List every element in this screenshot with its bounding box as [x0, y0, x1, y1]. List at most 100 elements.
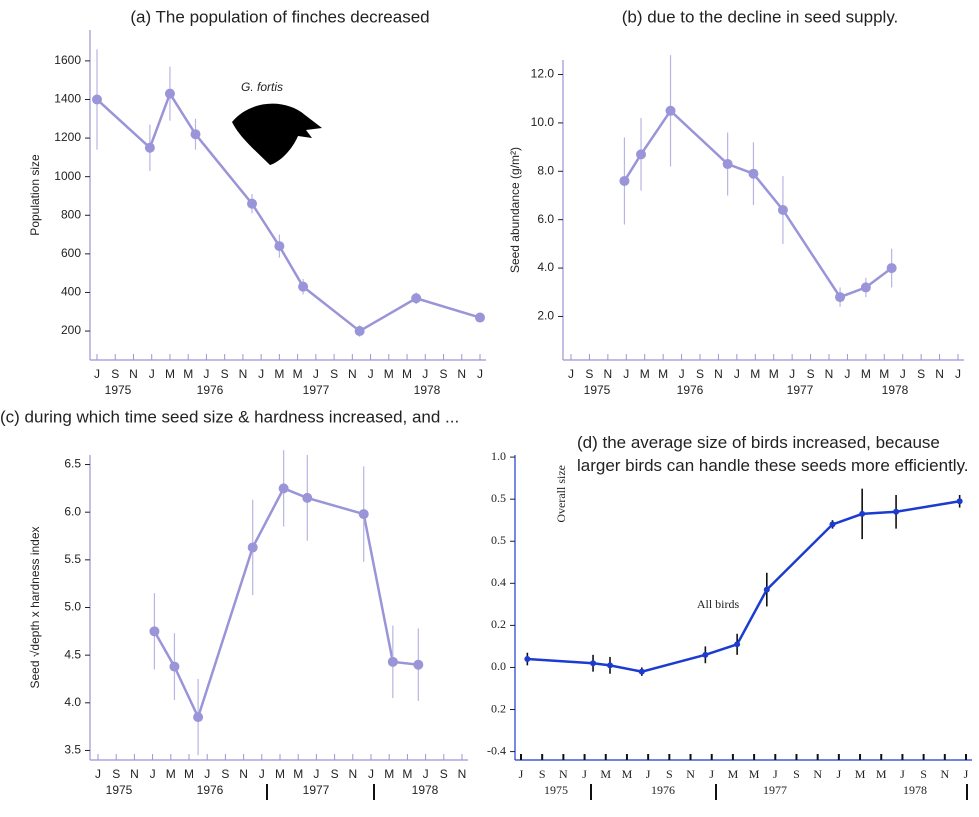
x-tick-label: J — [964, 767, 969, 781]
x-tick-label: J — [258, 367, 264, 381]
bird-icon — [232, 103, 322, 165]
x-tick-label: M — [402, 767, 412, 781]
y-tick-label: 1400 — [54, 92, 81, 106]
point — [835, 292, 846, 303]
point — [777, 205, 788, 215]
y-tick-label: 4.0 — [64, 695, 81, 709]
y-tick-label: 10.0 — [531, 115, 555, 129]
x-tick-label: J — [423, 767, 429, 781]
data-line — [527, 500, 960, 673]
y-tick-label: 1.0 — [491, 449, 506, 463]
x-tick-label: M — [293, 367, 303, 381]
y-tick-label: 1600 — [54, 53, 81, 67]
x-tick-label: J — [568, 367, 574, 381]
x-tick-label: N — [686, 767, 695, 781]
point — [298, 281, 309, 292]
x-tick-label: S — [440, 367, 448, 381]
x-tick-label: S — [807, 367, 815, 381]
point — [893, 508, 900, 515]
annotation: G. fortis — [241, 80, 283, 94]
year-label: 1978 — [903, 783, 927, 797]
year-label: 1975 — [106, 783, 133, 797]
x-tick-label: S — [330, 367, 338, 381]
year-label: 1977 — [303, 783, 330, 797]
x-tick-label: S — [331, 767, 339, 781]
point — [149, 626, 160, 637]
x-tick-label: M — [769, 367, 779, 381]
x-tick-label: M — [861, 367, 871, 381]
x-tick-label: J — [313, 767, 319, 781]
x-tick-label: M — [184, 767, 194, 781]
chart-title: (a) The population of finches decreased — [130, 7, 429, 26]
x-tick-label: J — [204, 767, 210, 781]
x-tick-label: J — [313, 367, 319, 381]
y-tick-label: 0.5 — [491, 533, 506, 547]
point — [722, 159, 733, 170]
y-tick-label: 6.0 — [537, 212, 554, 226]
x-tick-label: M — [166, 767, 176, 781]
x-tick-label: M — [879, 367, 889, 381]
x-tick-label: J — [259, 767, 265, 781]
x-tick-label: N — [348, 367, 357, 381]
point — [411, 293, 422, 304]
x-tick-label: J — [773, 767, 778, 781]
point — [354, 326, 365, 337]
x-tick-label: M — [600, 767, 611, 781]
point — [636, 149, 647, 160]
year-label: 1977 — [303, 383, 330, 397]
x-tick-label: S — [221, 767, 229, 781]
y-tick-label: 0.4 — [491, 575, 506, 589]
x-tick-label: J — [150, 767, 156, 781]
x-tick-label: M — [183, 367, 193, 381]
x-tick-label: S — [111, 367, 119, 381]
x-tick-label: J — [368, 767, 374, 781]
y-tick-label: 6.5 — [64, 457, 81, 471]
point — [638, 668, 645, 675]
x-tick-label: J — [734, 367, 740, 381]
year-label: 1977 — [787, 383, 814, 397]
x-tick-label: J — [789, 367, 795, 381]
x-tick-label: M — [728, 767, 739, 781]
year-label: 1978 — [882, 383, 909, 397]
x-tick-label: S — [539, 767, 546, 781]
point — [190, 129, 201, 140]
x-tick-label: J — [679, 367, 685, 381]
x-tick-label: J — [203, 367, 209, 381]
x-tick-label: N — [559, 767, 568, 781]
x-tick-label: N — [935, 367, 944, 381]
x-tick-label: M — [165, 367, 175, 381]
x-tick-label: J — [582, 767, 587, 781]
y-tick-label: 0.2 — [491, 617, 506, 631]
y-tick-label: 0.2 — [491, 701, 506, 715]
x-tick-label: J — [95, 767, 101, 781]
y-tick-label: 200 — [61, 323, 81, 337]
data-line — [96, 90, 481, 333]
x-tick-label: M — [749, 767, 760, 781]
x-tick-label: J — [422, 367, 428, 381]
x-tick-label: N — [940, 767, 949, 781]
x-tick-label: S — [112, 767, 120, 781]
x-tick-label: N — [239, 367, 248, 381]
x-tick-label: N — [825, 367, 834, 381]
chart-title: (b) due to the decline in seed supply. — [622, 7, 899, 26]
point — [748, 168, 759, 179]
y-tick-label: 400 — [61, 285, 81, 299]
x-tick-label: M — [293, 767, 303, 781]
x-tick-label: J — [94, 367, 100, 381]
point — [665, 105, 676, 116]
x-tick-label: J — [837, 767, 842, 781]
x-tick-label: M — [622, 767, 633, 781]
year-label: 1975 — [544, 783, 568, 797]
y-tick-label: 8.0 — [537, 163, 554, 177]
data-line — [153, 486, 419, 721]
x-tick-label: J — [955, 367, 961, 381]
y-tick-label: 800 — [61, 207, 81, 221]
x-tick-label: M — [402, 367, 412, 381]
y-tick-label: 5.5 — [64, 552, 81, 566]
point — [387, 656, 398, 667]
year-label: 1976 — [197, 383, 224, 397]
y-tick-label: 4.5 — [64, 647, 81, 661]
x-tick-label: N — [348, 767, 357, 781]
point — [829, 521, 836, 528]
